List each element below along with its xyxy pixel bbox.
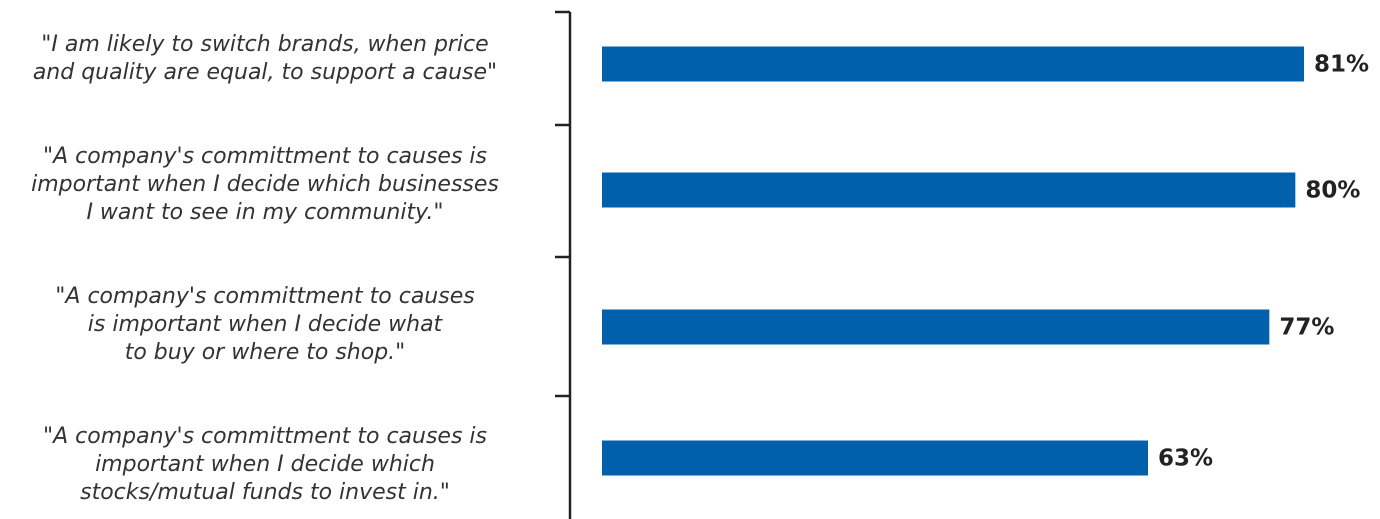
- category-label: to buy or where to shop.": [125, 340, 406, 365]
- bar: [602, 46, 1304, 82]
- value-label: 81%: [1314, 52, 1369, 78]
- bar: [602, 440, 1148, 476]
- category-label: important when I decide which businesses: [31, 172, 499, 197]
- category-label: is important when I decide what: [88, 312, 444, 337]
- category-axis: [555, 10, 572, 519]
- category-label: "A company's committment to causes is: [43, 424, 487, 449]
- value-label: 77%: [1279, 315, 1334, 341]
- category-label: "A company's committment to causes is: [43, 144, 487, 169]
- category-label: I want to see in my community.": [86, 200, 443, 225]
- category-label: and quality are equal, to support a caus…: [33, 60, 497, 85]
- category-label: "A company's committment to causes: [55, 284, 474, 309]
- bar: [602, 309, 1270, 345]
- bar: [602, 172, 1296, 208]
- category-label: stocks/mutual funds to invest in.": [80, 480, 450, 505]
- category-label: important when I decide which: [95, 452, 435, 477]
- value-label: 80%: [1305, 178, 1360, 204]
- value-label: 63%: [1158, 446, 1213, 472]
- category-label: "I am likely to switch brands, when pric…: [41, 32, 488, 57]
